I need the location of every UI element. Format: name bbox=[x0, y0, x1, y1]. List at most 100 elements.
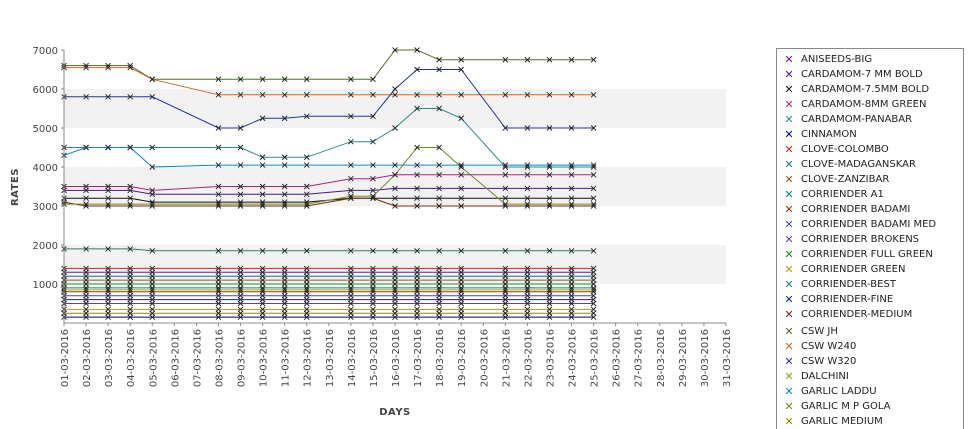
data-point bbox=[127, 64, 134, 71]
data-point bbox=[237, 248, 244, 254]
legend-label: CLOVE-ZANZIBAR bbox=[801, 174, 890, 185]
x-tick-label: 19-03-2016 bbox=[457, 329, 468, 387]
data-point bbox=[127, 281, 134, 287]
data-point bbox=[105, 310, 111, 317]
data-point bbox=[546, 195, 553, 202]
data-point bbox=[568, 185, 575, 192]
legend-marker-icon: ✕ bbox=[784, 400, 794, 413]
data-point bbox=[524, 171, 531, 178]
data-point bbox=[237, 76, 244, 83]
legend-item: ✕ CARDAMOM-7 MM BOLD bbox=[777, 67, 963, 82]
x-tick-label: 08-03-2016 bbox=[214, 329, 225, 387]
grid-band-2 bbox=[64, 89, 726, 128]
data-point bbox=[392, 296, 398, 303]
legend-label: CORRIENDER-FINE bbox=[801, 294, 894, 305]
data-point bbox=[546, 56, 553, 63]
y-axis-label: RATES bbox=[10, 168, 21, 206]
legend-label: CSW JH bbox=[801, 326, 838, 337]
data-point bbox=[215, 296, 222, 303]
data-point bbox=[590, 296, 597, 303]
data-point bbox=[590, 56, 597, 63]
data-point bbox=[105, 64, 111, 71]
series-14 bbox=[61, 287, 597, 293]
data-point bbox=[568, 296, 575, 303]
series-3 bbox=[61, 171, 597, 194]
data-point bbox=[105, 287, 111, 293]
legend-item: ✕ CORRIENDER-BEST bbox=[777, 277, 963, 292]
data-point bbox=[215, 248, 222, 254]
legend-label: ANISEEDS-BIG bbox=[801, 54, 873, 65]
data-point bbox=[590, 248, 597, 254]
data-point bbox=[259, 115, 266, 122]
series-layer bbox=[61, 47, 597, 320]
legend-marker-icon: ✕ bbox=[784, 218, 794, 231]
data-point bbox=[259, 191, 266, 198]
legend-marker-icon: ✕ bbox=[784, 53, 794, 66]
series-20 bbox=[61, 66, 597, 131]
data-point bbox=[370, 162, 376, 168]
data-point bbox=[348, 92, 354, 98]
legend-item: ✕ GARLIC MEDIUM bbox=[777, 414, 963, 429]
data-point bbox=[215, 125, 222, 131]
x-tick-label: 17-03-2016 bbox=[413, 329, 424, 387]
data-point bbox=[414, 310, 420, 317]
data-point bbox=[458, 92, 465, 98]
x-tick-label: 20-03-2016 bbox=[479, 329, 490, 387]
y-tick-label: 3000 bbox=[33, 202, 58, 213]
y-tick-label: 2000 bbox=[33, 241, 58, 252]
series-15 bbox=[61, 246, 597, 254]
data-point bbox=[370, 193, 376, 200]
data-point bbox=[127, 183, 134, 190]
data-point bbox=[83, 93, 89, 100]
data-point bbox=[590, 310, 597, 317]
x-tick-label: 15-03-2016 bbox=[369, 329, 380, 387]
data-point bbox=[303, 191, 310, 198]
data-point bbox=[392, 265, 398, 272]
data-point bbox=[83, 144, 89, 151]
x-tick-label: 12-03-2016 bbox=[303, 329, 314, 387]
data-point bbox=[281, 76, 288, 83]
data-point bbox=[546, 248, 553, 254]
data-point bbox=[436, 105, 442, 112]
data-point bbox=[392, 92, 398, 98]
data-point bbox=[149, 201, 156, 207]
data-point bbox=[127, 296, 134, 303]
data-point bbox=[392, 310, 398, 317]
data-point bbox=[149, 164, 156, 170]
data-point bbox=[215, 183, 222, 190]
data-point bbox=[83, 195, 89, 202]
data-point bbox=[149, 287, 156, 293]
legend-label: CORRIENDER-BEST bbox=[801, 279, 896, 290]
data-point bbox=[303, 265, 310, 272]
data-point bbox=[259, 248, 266, 254]
data-point bbox=[568, 92, 575, 98]
data-point bbox=[568, 201, 575, 207]
series-16 bbox=[61, 296, 597, 303]
legend-item: ✕ CLOVE-COLOMBO bbox=[777, 142, 963, 157]
data-point bbox=[370, 92, 376, 98]
series-13 bbox=[61, 281, 597, 287]
data-point bbox=[414, 92, 420, 98]
data-point bbox=[348, 76, 354, 83]
legend-marker-icon: ✕ bbox=[784, 415, 794, 428]
data-point bbox=[105, 93, 111, 100]
data-point bbox=[502, 287, 509, 293]
data-point bbox=[568, 281, 575, 287]
data-point bbox=[502, 162, 509, 168]
legend-item: ✕ CARDAMOM-8MM GREEN bbox=[777, 97, 963, 112]
x-tick-label: 29-03-2016 bbox=[678, 329, 689, 387]
data-point bbox=[83, 296, 89, 303]
data-point bbox=[458, 281, 465, 287]
data-point bbox=[259, 162, 266, 168]
data-point bbox=[414, 66, 420, 73]
data-point bbox=[524, 296, 531, 303]
data-point bbox=[348, 187, 354, 194]
data-point bbox=[105, 144, 111, 151]
data-point bbox=[303, 162, 310, 168]
data-point bbox=[414, 185, 420, 192]
data-point bbox=[502, 195, 509, 202]
data-point bbox=[568, 287, 575, 293]
series-line bbox=[63, 147, 594, 168]
legend-label: DALCHINI bbox=[801, 371, 849, 382]
y-tick-label: 1000 bbox=[33, 280, 58, 291]
